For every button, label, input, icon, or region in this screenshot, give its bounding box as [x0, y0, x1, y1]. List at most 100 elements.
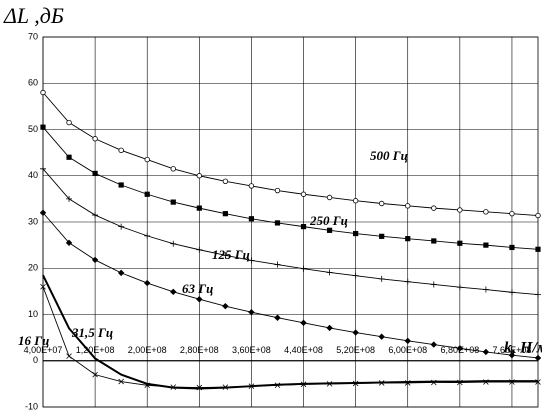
- marker: [300, 381, 307, 388]
- marker: [274, 382, 281, 389]
- series-label: 500 Гц: [370, 148, 408, 163]
- marker: [456, 284, 463, 291]
- series-label: 250 Гц: [309, 213, 348, 228]
- marker: [300, 319, 307, 327]
- y-tick-label: 20: [28, 263, 38, 273]
- marker: [509, 244, 515, 251]
- marker: [91, 256, 99, 264]
- marker: [196, 173, 203, 179]
- marker: [457, 207, 463, 213]
- marker: [378, 200, 385, 207]
- x-tick-label: 6,00E+08: [388, 345, 427, 355]
- marker: [40, 283, 46, 290]
- marker: [118, 378, 124, 385]
- marker: [170, 199, 176, 205]
- x-tick-label: 4,00E+07: [24, 345, 63, 355]
- marker: [300, 224, 307, 230]
- x-tick-label: 2,80E+08: [180, 345, 219, 355]
- marker: [222, 178, 229, 184]
- marker: [170, 384, 177, 390]
- marker: [535, 379, 541, 385]
- x-axis-label: k, Н/м: [504, 339, 542, 356]
- marker: [404, 337, 411, 345]
- series-label: 31,5 Гц: [71, 325, 113, 340]
- marker: [379, 233, 385, 239]
- marker: [431, 205, 437, 211]
- marker: [300, 191, 307, 197]
- marker: [92, 212, 99, 219]
- marker: [248, 308, 255, 316]
- marker: [274, 314, 281, 321]
- marker: [534, 354, 542, 362]
- marker: [430, 341, 437, 348]
- y-tick-label: 30: [28, 216, 38, 226]
- marker: [144, 382, 150, 389]
- line: [42, 168, 539, 296]
- marker: [352, 380, 359, 387]
- marker: [483, 242, 489, 248]
- marker: [274, 220, 281, 226]
- marker: [508, 289, 515, 296]
- marker: [535, 291, 541, 298]
- marker: [535, 212, 541, 219]
- marker: [483, 379, 489, 385]
- marker: [40, 165, 46, 172]
- y-tick-label: 40: [28, 170, 38, 180]
- marker: [196, 384, 203, 391]
- series-label: 125 Гц: [212, 247, 250, 262]
- marker: [170, 240, 177, 247]
- marker: [405, 236, 411, 242]
- marker: [196, 296, 203, 303]
- marker: [196, 205, 202, 211]
- line: [42, 212, 539, 359]
- marker: [40, 89, 46, 96]
- marker: [352, 329, 359, 336]
- marker: [39, 209, 47, 216]
- marker: [326, 269, 333, 276]
- marker: [170, 288, 177, 296]
- series-label: 63 Гц: [182, 281, 213, 296]
- marker: [378, 275, 385, 282]
- marker: [509, 210, 515, 217]
- marker: [378, 333, 385, 340]
- marker: [431, 238, 437, 244]
- marker: [222, 211, 228, 217]
- marker: [508, 352, 516, 359]
- marker: [222, 384, 229, 390]
- marker: [118, 147, 124, 154]
- marker: [326, 194, 333, 201]
- marker: [535, 246, 541, 252]
- marker: [404, 278, 411, 285]
- marker: [144, 191, 150, 197]
- marker: [248, 216, 255, 222]
- x-tick-label: 7,60E+08: [493, 345, 532, 355]
- marker: [352, 272, 359, 279]
- marker: [118, 182, 124, 188]
- marker: [170, 166, 176, 172]
- line: [42, 274, 538, 390]
- y-tick-label: 0: [33, 355, 38, 365]
- y-tick-label: 60: [28, 78, 38, 88]
- marker: [274, 261, 281, 268]
- marker: [457, 379, 463, 386]
- marker: [92, 371, 98, 378]
- line: [42, 92, 539, 216]
- marker: [117, 269, 125, 277]
- marker: [65, 239, 73, 247]
- marker: [66, 154, 72, 160]
- y-axis-label: ΔL ,дБ: [3, 3, 64, 28]
- line: [42, 286, 538, 389]
- marker: [144, 232, 151, 239]
- x-tick-label: 1,20E+08: [76, 345, 115, 355]
- x-tick-label: 4,40E+08: [284, 345, 323, 355]
- marker: [431, 379, 437, 386]
- marker: [248, 383, 255, 389]
- marker: [118, 223, 125, 230]
- marker: [405, 203, 411, 209]
- marker: [404, 380, 411, 386]
- marker: [66, 195, 73, 202]
- marker: [456, 345, 464, 352]
- marker: [222, 302, 229, 310]
- y-tick-label: 10: [28, 309, 38, 319]
